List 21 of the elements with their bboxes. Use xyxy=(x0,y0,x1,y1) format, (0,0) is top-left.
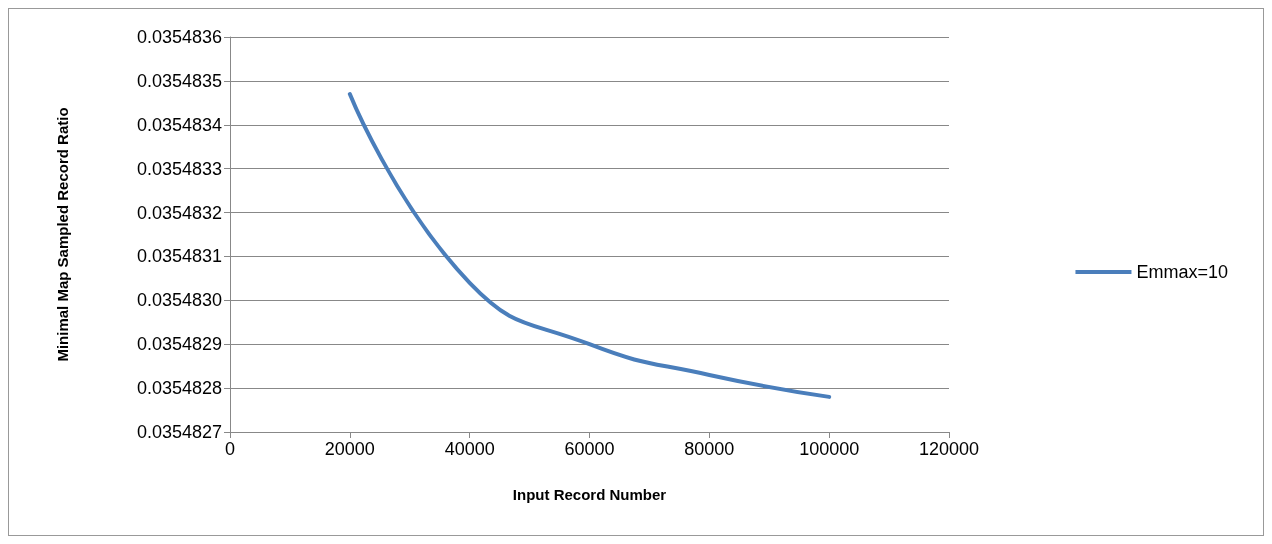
line-series xyxy=(347,92,832,399)
y-tick-label: 0.0354829 xyxy=(136,334,222,355)
y-tick-label: 0.0354827 xyxy=(136,422,222,442)
x-tick-label: 100000 xyxy=(799,439,860,459)
y-tick-label: 0.0354833 xyxy=(136,158,222,179)
x-tick-label: 40000 xyxy=(444,439,495,459)
y-axis-title: Minimal Map Sampled Record Ratio xyxy=(54,107,71,362)
y-tick-label: 0.0354834 xyxy=(136,114,222,135)
y-tick-label: 0.0354836 xyxy=(136,27,222,47)
x-tick-label: 120000 xyxy=(918,439,980,459)
y-tick-label: 0.0354835 xyxy=(136,70,222,91)
x-tick-label: 60000 xyxy=(564,439,615,459)
y-tick-label: 0.0354830 xyxy=(136,290,222,311)
x-tick-label: 80000 xyxy=(684,439,735,459)
y-tick-label: 0.0354831 xyxy=(136,246,222,267)
x-tick-label: 20000 xyxy=(324,439,375,459)
legend-label: Emmax=10 xyxy=(1136,262,1229,282)
x-axis-title: Input Record Number xyxy=(512,486,667,503)
x-tick-label: 0 xyxy=(224,439,236,459)
y-tick-label: 0.0354832 xyxy=(136,202,222,223)
y-tick-label: 0.0354828 xyxy=(136,378,222,399)
